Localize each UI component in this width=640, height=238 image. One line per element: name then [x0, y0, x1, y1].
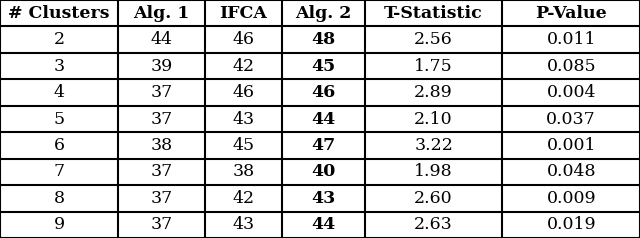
Text: 2.63: 2.63 [414, 216, 453, 233]
Text: 39: 39 [150, 58, 173, 74]
Text: 2: 2 [54, 31, 65, 48]
Text: 43: 43 [232, 110, 254, 128]
Text: 3: 3 [54, 58, 65, 74]
Text: IFCA: IFCA [220, 5, 267, 22]
Text: 37: 37 [150, 164, 173, 180]
Text: 2.10: 2.10 [414, 110, 453, 128]
Text: 0.001: 0.001 [547, 137, 596, 154]
Text: 8: 8 [54, 190, 65, 207]
Text: 0.009: 0.009 [547, 190, 596, 207]
Text: 45: 45 [311, 58, 335, 74]
Text: 0.048: 0.048 [547, 164, 596, 180]
Text: 0.004: 0.004 [547, 84, 596, 101]
Text: 9: 9 [54, 216, 65, 233]
Text: P-Value: P-Value [535, 5, 607, 22]
Text: 42: 42 [232, 58, 254, 74]
Text: 1.75: 1.75 [414, 58, 453, 74]
Text: 44: 44 [311, 216, 335, 233]
Text: 37: 37 [150, 216, 173, 233]
Text: 5: 5 [54, 110, 65, 128]
Text: 7: 7 [54, 164, 65, 180]
Text: 44: 44 [150, 31, 173, 48]
Text: 46: 46 [232, 84, 254, 101]
Text: Alg. 1: Alg. 1 [133, 5, 190, 22]
Text: 0.085: 0.085 [547, 58, 596, 74]
Text: Alg. 2: Alg. 2 [295, 5, 351, 22]
Text: 3.22: 3.22 [414, 137, 453, 154]
Text: 2.60: 2.60 [414, 190, 453, 207]
Text: 4: 4 [54, 84, 65, 101]
Text: 0.019: 0.019 [547, 216, 596, 233]
Text: 44: 44 [311, 110, 335, 128]
Text: 46: 46 [232, 31, 254, 48]
Text: 45: 45 [232, 137, 254, 154]
Text: 42: 42 [232, 190, 254, 207]
Text: # Clusters: # Clusters [8, 5, 110, 22]
Text: 37: 37 [150, 190, 173, 207]
Text: 6: 6 [54, 137, 65, 154]
Text: 43: 43 [311, 190, 335, 207]
Text: 0.011: 0.011 [547, 31, 596, 48]
Text: 37: 37 [150, 84, 173, 101]
Text: 1.98: 1.98 [414, 164, 453, 180]
Text: 2.56: 2.56 [414, 31, 453, 48]
Text: 38: 38 [150, 137, 173, 154]
Text: 38: 38 [232, 164, 254, 180]
Text: 43: 43 [232, 216, 254, 233]
Text: T-Statistic: T-Statistic [384, 5, 483, 22]
Text: 40: 40 [311, 164, 335, 180]
Text: 48: 48 [311, 31, 335, 48]
Text: 2.89: 2.89 [414, 84, 453, 101]
Text: 0.037: 0.037 [547, 110, 596, 128]
Text: 47: 47 [311, 137, 335, 154]
Text: 46: 46 [311, 84, 335, 101]
Text: 37: 37 [150, 110, 173, 128]
